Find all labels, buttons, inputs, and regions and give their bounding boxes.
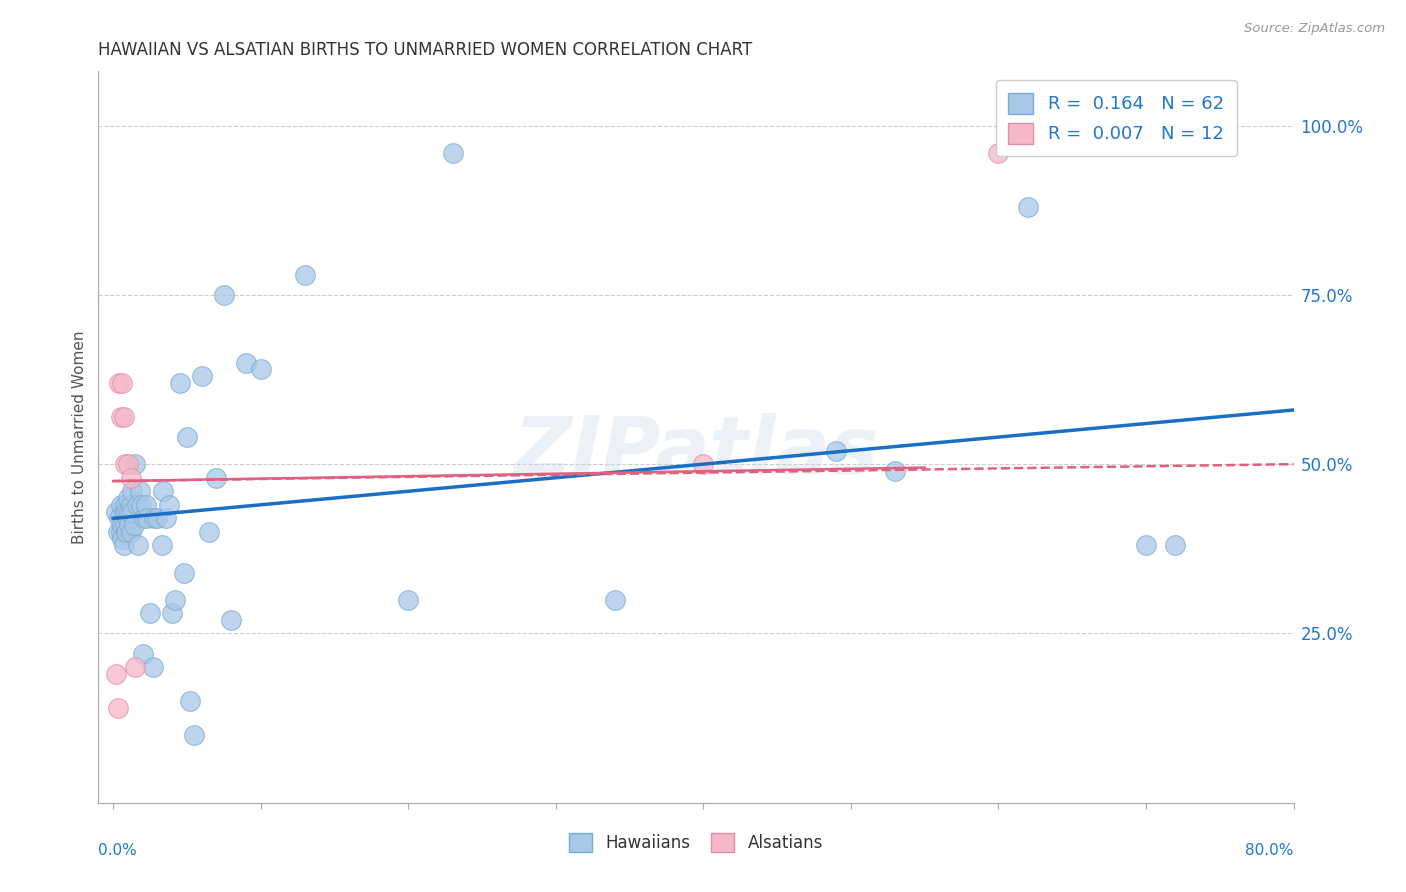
Point — [142, 660, 165, 674]
Point — [396, 592, 419, 607]
Point — [139, 606, 162, 620]
Point — [114, 498, 136, 512]
Point — [118, 505, 141, 519]
Y-axis label: Births to Unmarried Women: Births to Unmarried Women — [72, 330, 87, 544]
Point — [125, 498, 148, 512]
Point — [112, 538, 135, 552]
Point — [129, 498, 152, 512]
Point — [152, 484, 174, 499]
Point — [825, 443, 848, 458]
Point — [108, 511, 131, 525]
Point — [120, 471, 142, 485]
Point — [117, 491, 139, 505]
Point — [441, 145, 464, 160]
Point — [114, 457, 136, 471]
Point — [121, 505, 143, 519]
Point — [183, 728, 205, 742]
Point — [117, 511, 139, 525]
Point — [150, 538, 173, 552]
Point — [884, 464, 907, 478]
Text: ZIPatlas: ZIPatlas — [513, 413, 879, 491]
Point — [105, 505, 128, 519]
Point — [1164, 538, 1187, 552]
Point — [131, 647, 153, 661]
Point — [124, 457, 146, 471]
Point — [603, 592, 626, 607]
Point — [120, 524, 142, 539]
Point — [1017, 200, 1039, 214]
Point — [146, 511, 169, 525]
Point — [110, 409, 132, 424]
Point — [176, 430, 198, 444]
Point — [107, 701, 129, 715]
Point — [128, 484, 150, 499]
Point — [1135, 538, 1157, 552]
Text: 0.0%: 0.0% — [98, 843, 138, 858]
Point — [692, 457, 714, 471]
Point — [110, 498, 132, 512]
Text: Source: ZipAtlas.com: Source: ZipAtlas.com — [1244, 22, 1385, 36]
Point — [157, 498, 180, 512]
Point — [235, 355, 257, 369]
Point — [136, 511, 159, 525]
Point — [105, 667, 128, 681]
Point — [118, 518, 141, 533]
Point — [122, 518, 145, 533]
Point — [160, 606, 183, 620]
Point — [115, 505, 138, 519]
Point — [143, 511, 166, 525]
Point — [135, 498, 157, 512]
Point — [111, 518, 134, 533]
Legend: Hawaiians, Alsatians: Hawaiians, Alsatians — [561, 824, 831, 860]
Point — [165, 592, 187, 607]
Point — [115, 524, 138, 539]
Point — [111, 532, 134, 546]
Point — [198, 524, 221, 539]
Point — [120, 498, 142, 512]
Point — [987, 145, 1010, 160]
Point — [124, 660, 146, 674]
Point — [212, 288, 235, 302]
Text: HAWAIIAN VS ALSATIAN BIRTHS TO UNMARRIED WOMEN CORRELATION CHART: HAWAIIAN VS ALSATIAN BIRTHS TO UNMARRIED… — [98, 41, 752, 59]
Point — [169, 376, 191, 390]
Point — [134, 511, 156, 525]
Point — [205, 471, 228, 485]
Point — [111, 376, 134, 390]
Point — [155, 511, 177, 525]
Point — [190, 369, 212, 384]
Point — [294, 268, 316, 282]
Point — [117, 457, 139, 471]
Point — [112, 505, 135, 519]
Point — [110, 524, 132, 539]
Point — [112, 409, 135, 424]
Text: 80.0%: 80.0% — [1246, 843, 1294, 858]
Point — [219, 613, 242, 627]
Point — [179, 694, 201, 708]
Point — [107, 524, 129, 539]
Point — [114, 518, 136, 533]
Point — [249, 362, 271, 376]
Point — [173, 566, 195, 580]
Point — [127, 538, 149, 552]
Point — [108, 376, 131, 390]
Point — [121, 484, 143, 499]
